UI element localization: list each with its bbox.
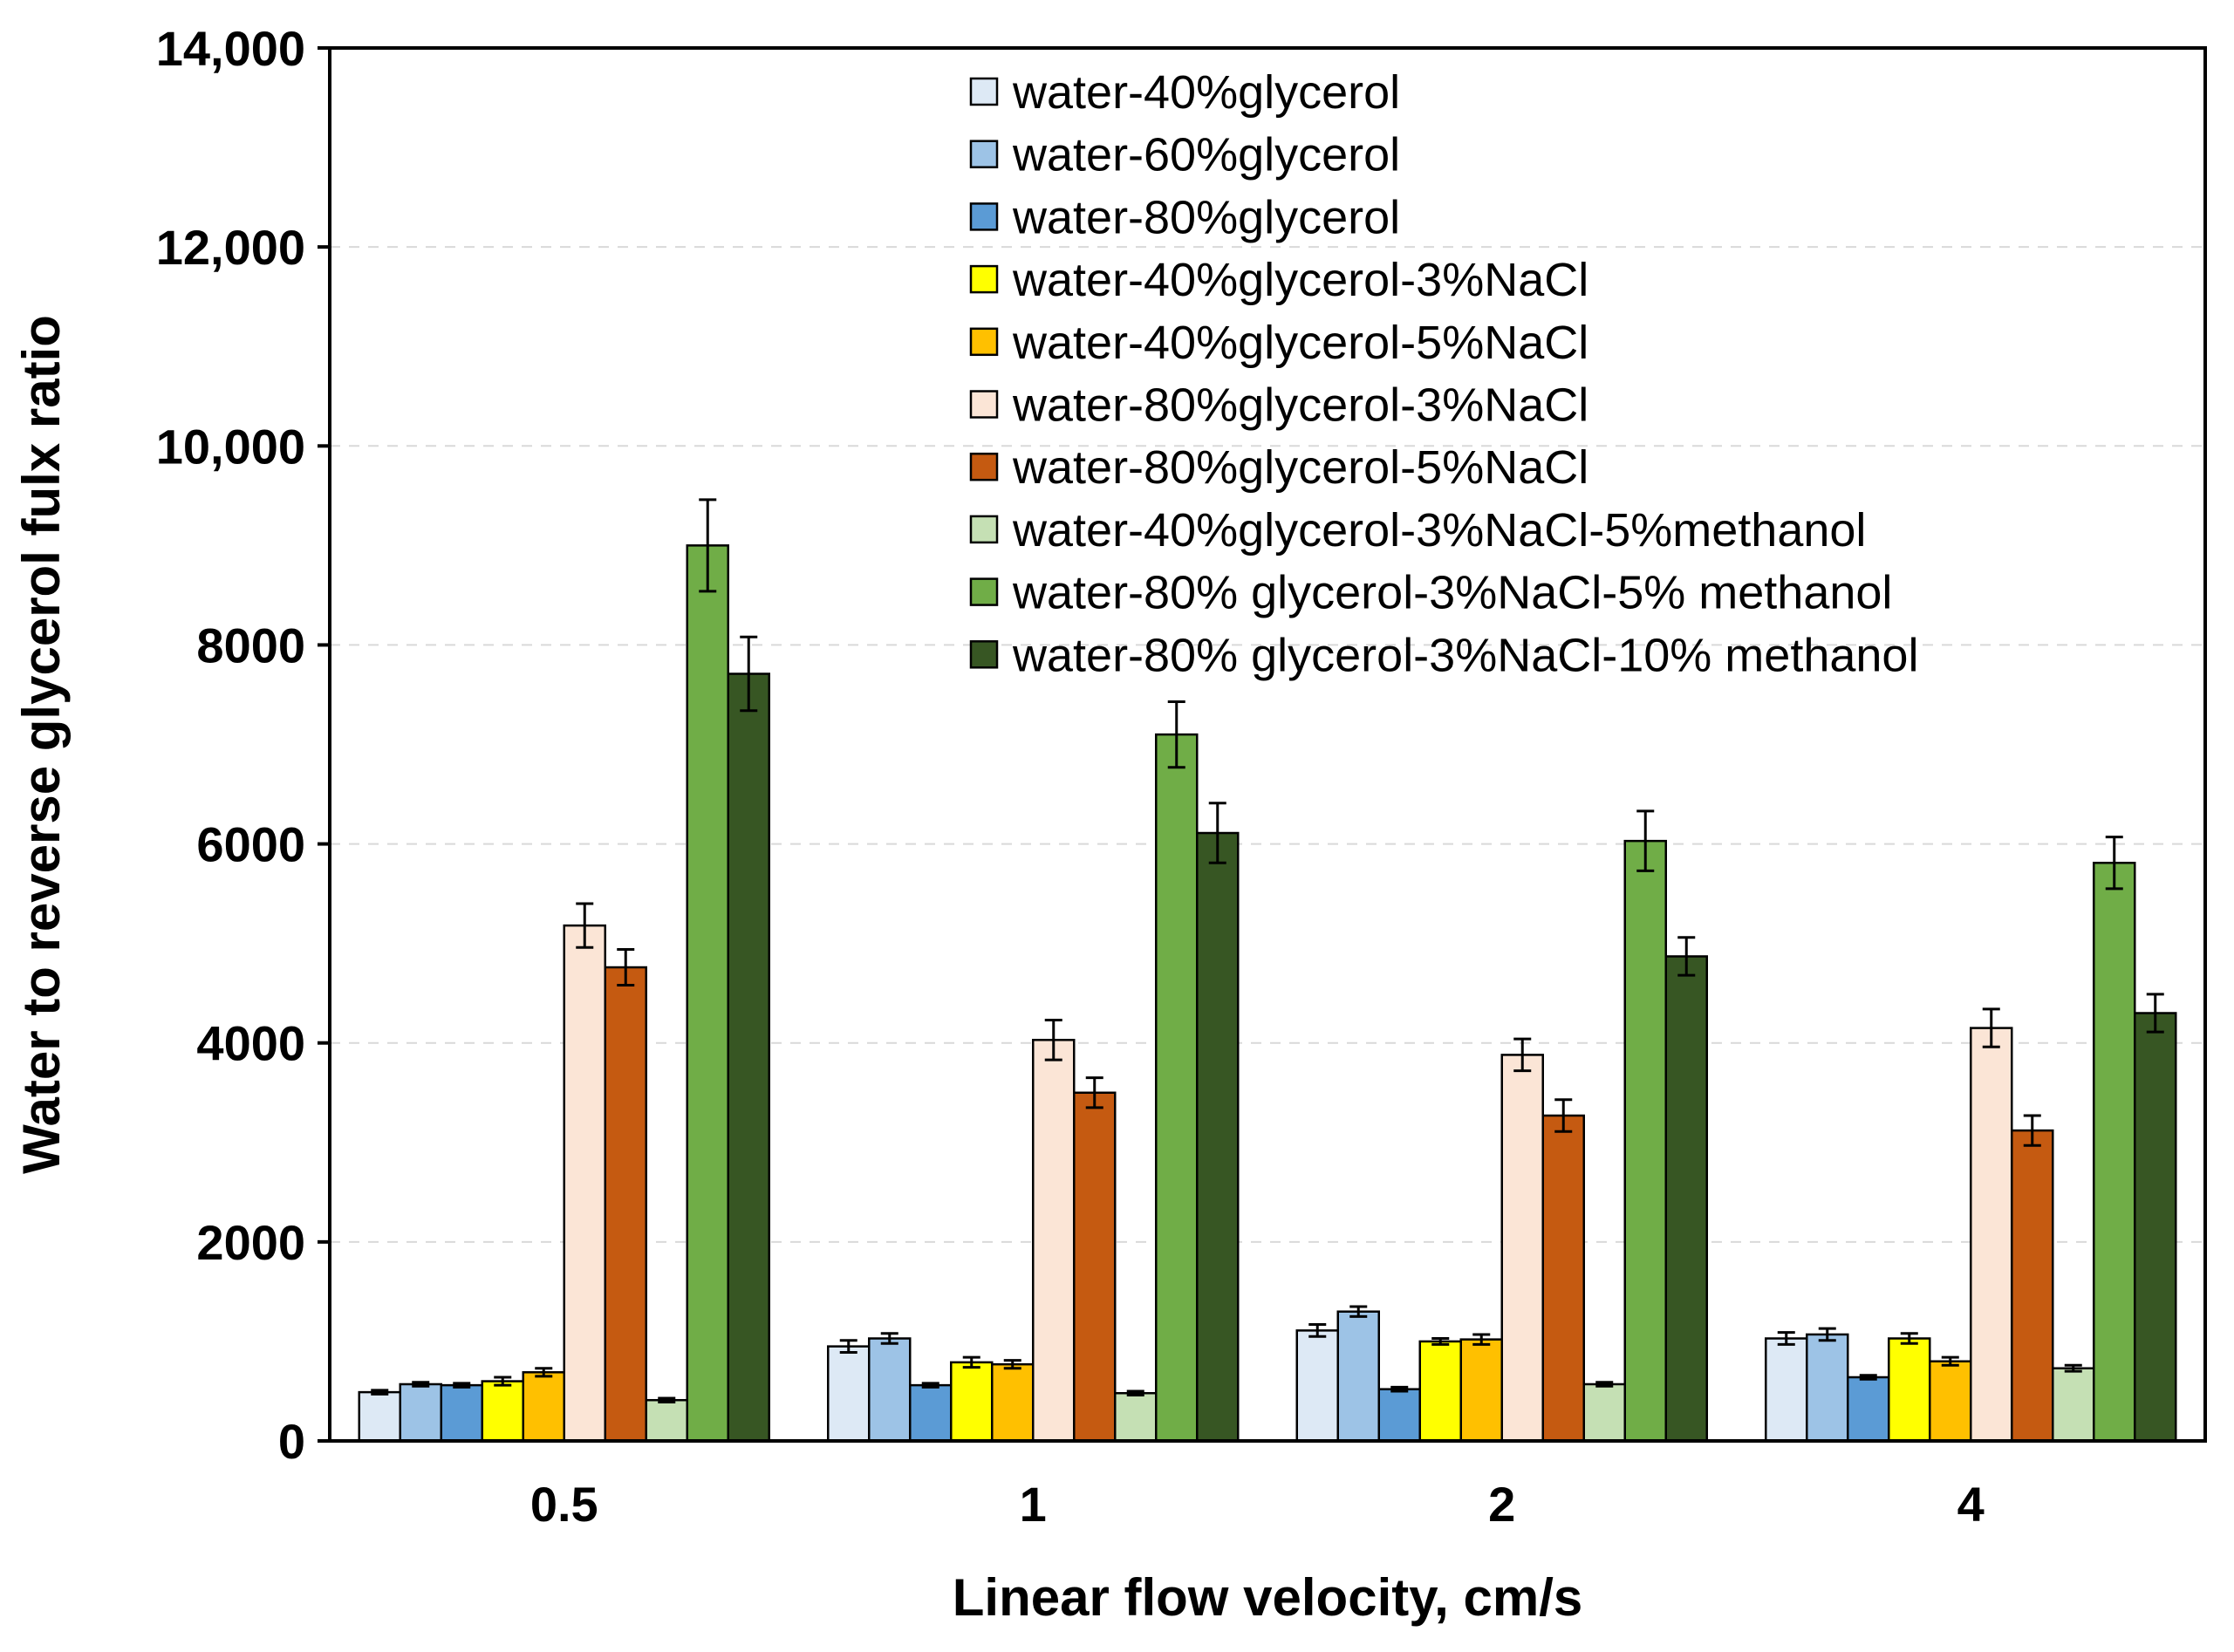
- legend-label: water-40%glycerol-5%NaCl: [1012, 317, 1588, 369]
- y-tick-label: 6000: [196, 817, 305, 872]
- bar: [1623, 839, 1667, 1443]
- bar: [1500, 1054, 1544, 1443]
- bar: [2052, 1367, 2095, 1443]
- x-tick-label: 4: [1957, 1477, 1985, 1532]
- bar: [604, 966, 647, 1443]
- bar: [1582, 1382, 1626, 1443]
- bar: [1541, 1114, 1585, 1443]
- bar: [1418, 1340, 1462, 1443]
- bar: [2011, 1129, 2054, 1443]
- bar: [1155, 733, 1199, 1443]
- legend-swatch: [969, 452, 999, 481]
- y-axis-title: Water to reverse glycerol fulx ratio: [12, 315, 71, 1174]
- legend-label: water-80% glycerol-3%NaCl-10% methanol: [1012, 629, 1918, 681]
- bar: [1929, 1360, 1972, 1443]
- bar: [1664, 955, 1708, 1443]
- legend-swatch: [969, 515, 999, 544]
- y-tick-label: 4000: [196, 1016, 305, 1071]
- y-tick-label: 0: [278, 1414, 305, 1469]
- legend-label: water-80%glycerol-3%NaCl: [1012, 379, 1588, 432]
- legend-swatch: [969, 577, 999, 606]
- bar: [686, 544, 729, 1443]
- error-bars-group: [371, 498, 2164, 1404]
- bar: [440, 1383, 483, 1443]
- bar: [909, 1383, 953, 1443]
- x-tick-label: 1: [1020, 1477, 1047, 1532]
- y-axis-ticks: 0 2000 4000 6000 8000 10,000 12,000 14,000: [156, 21, 330, 1469]
- legend-swatch: [969, 327, 999, 357]
- legend-label: water-60%glycerol: [1012, 129, 1400, 181]
- legend-label: water-40%glycerol-3%NaCl: [1012, 254, 1588, 306]
- bar: [358, 1390, 401, 1443]
- x-tick-label: 2: [1488, 1477, 1515, 1532]
- legend-label: water-80%glycerol-5%NaCl: [1012, 441, 1588, 494]
- bar: [1888, 1337, 1931, 1443]
- legend-swatch: [969, 77, 999, 106]
- plot-frame: [328, 46, 2207, 1443]
- bar: [1847, 1376, 1890, 1443]
- bar: [522, 1371, 565, 1443]
- bar: [1032, 1039, 1076, 1443]
- legend-label: water-80%glycerol: [1012, 191, 1400, 243]
- x-axis-ticks: 0.5 1 2 4: [530, 1477, 1985, 1532]
- y-tick-label: 2000: [196, 1215, 305, 1270]
- y-tick-label: 12,000: [156, 220, 305, 275]
- bar: [399, 1382, 442, 1443]
- legend-swatch: [969, 390, 999, 419]
- bar: [827, 1345, 871, 1443]
- bar: [1114, 1391, 1158, 1443]
- bar: [1295, 1329, 1339, 1443]
- bar: [645, 1398, 688, 1443]
- y-tick-label: 8000: [196, 618, 305, 672]
- legend-swatch: [969, 202, 999, 231]
- bar: [868, 1337, 912, 1443]
- x-axis-title: Linear flow velocity, cm/s: [953, 1568, 1582, 1627]
- bar: [2093, 861, 2136, 1443]
- bar: [1806, 1333, 1849, 1443]
- legend-swatch: [969, 264, 999, 294]
- x-tick-label: 0.5: [530, 1477, 598, 1532]
- bar: [991, 1362, 1035, 1443]
- bar: [1377, 1388, 1421, 1443]
- bar: [1336, 1310, 1380, 1443]
- bar: [563, 924, 606, 1443]
- bar: [481, 1380, 524, 1443]
- bar: [1765, 1337, 1808, 1443]
- legend-swatch: [969, 640, 999, 669]
- legend: water-40%glycerol water-60%glycerol water-…: [969, 66, 1918, 681]
- bar: [950, 1361, 994, 1443]
- legend-label: water-40%glycerol-3%NaCl-5%methanol: [1012, 504, 1866, 556]
- bar: [1970, 1027, 2013, 1443]
- bar: [727, 672, 770, 1443]
- legend-swatch: [969, 140, 999, 168]
- y-tick-label: 14,000: [156, 21, 305, 76]
- bar: [1196, 831, 1240, 1443]
- bar: [1073, 1091, 1117, 1443]
- bar: [2134, 1012, 2177, 1443]
- y-tick-label: 10,000: [156, 419, 305, 474]
- bar: [1459, 1338, 1503, 1443]
- legend-label: water-40%glycerol: [1012, 66, 1400, 119]
- legend-label: water-80% glycerol-3%NaCl-5% methanol: [1012, 567, 1892, 619]
